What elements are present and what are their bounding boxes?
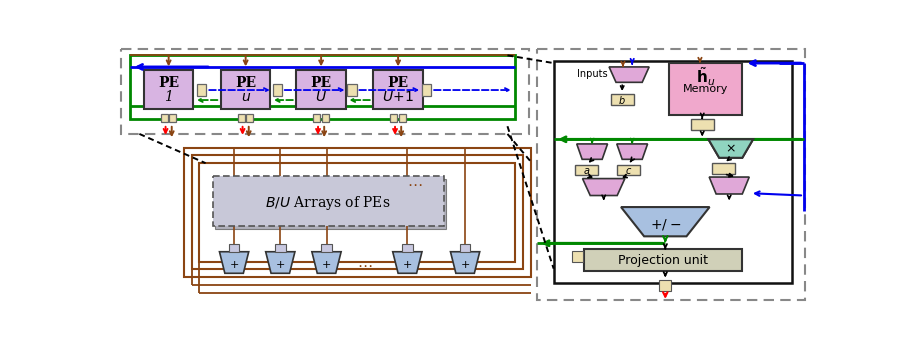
Text: 1: 1 xyxy=(164,90,173,104)
Bar xyxy=(212,176,444,226)
Bar xyxy=(229,244,239,252)
Bar xyxy=(238,114,245,122)
Bar xyxy=(273,84,282,96)
Bar xyxy=(391,114,397,122)
Text: Memory: Memory xyxy=(683,84,728,94)
Bar xyxy=(712,163,735,174)
Text: $\cdots$: $\cdots$ xyxy=(408,176,423,191)
Text: $b$: $b$ xyxy=(618,94,626,106)
Polygon shape xyxy=(266,252,295,273)
Bar xyxy=(296,70,346,109)
Text: Inputs: Inputs xyxy=(577,69,608,79)
Bar xyxy=(690,119,714,130)
Bar xyxy=(121,49,529,134)
Bar xyxy=(399,114,406,122)
Text: $B/U$ Arrays of PEs: $B/U$ Arrays of PEs xyxy=(266,194,391,212)
Bar xyxy=(610,94,634,106)
Text: $a$: $a$ xyxy=(583,166,590,176)
Polygon shape xyxy=(616,144,648,159)
Polygon shape xyxy=(220,252,248,273)
Polygon shape xyxy=(582,179,625,195)
Text: $u$: $u$ xyxy=(240,90,251,104)
Text: $c$: $c$ xyxy=(625,166,632,176)
Text: $U\!+\!1$: $U\!+\!1$ xyxy=(382,90,414,104)
Text: $U$: $U$ xyxy=(315,90,327,104)
Polygon shape xyxy=(577,144,608,159)
Polygon shape xyxy=(392,252,422,273)
Bar xyxy=(374,70,423,109)
Text: +: + xyxy=(275,260,285,270)
Bar xyxy=(144,70,194,109)
Bar xyxy=(192,155,523,270)
Text: PE: PE xyxy=(310,76,332,90)
Text: $\cdots$: $\cdots$ xyxy=(357,257,373,272)
Polygon shape xyxy=(312,252,341,273)
Bar xyxy=(616,165,640,175)
Bar xyxy=(215,179,446,229)
Bar xyxy=(169,114,176,122)
Bar xyxy=(322,114,328,122)
Text: +: + xyxy=(230,260,238,270)
Text: +: + xyxy=(402,260,412,270)
Bar xyxy=(221,70,270,109)
Bar xyxy=(200,163,515,262)
Bar xyxy=(575,165,598,175)
Bar xyxy=(347,84,356,96)
Text: PE: PE xyxy=(388,76,409,90)
Bar xyxy=(197,84,206,96)
Bar xyxy=(659,280,671,291)
Bar xyxy=(274,244,285,252)
Bar xyxy=(184,148,531,277)
Text: $+/-$: $+/-$ xyxy=(650,217,681,231)
Text: $\times$: $\times$ xyxy=(725,142,736,155)
Bar xyxy=(572,251,583,262)
Text: Projection unit: Projection unit xyxy=(618,254,708,267)
Polygon shape xyxy=(708,139,753,158)
Text: +: + xyxy=(322,260,331,270)
Bar xyxy=(422,84,431,96)
Bar xyxy=(130,55,515,119)
Bar xyxy=(247,114,254,122)
Bar xyxy=(460,244,471,252)
Bar xyxy=(321,244,332,252)
Text: PE: PE xyxy=(158,76,179,90)
Text: PE: PE xyxy=(235,76,256,90)
Bar xyxy=(584,249,742,271)
Polygon shape xyxy=(708,139,753,158)
Polygon shape xyxy=(709,177,749,194)
Polygon shape xyxy=(609,67,649,82)
Text: $\tilde{\mathbf{h}}_u$: $\tilde{\mathbf{h}}_u$ xyxy=(696,66,715,88)
Polygon shape xyxy=(621,207,709,236)
Bar xyxy=(161,114,168,122)
Bar xyxy=(402,244,413,252)
Polygon shape xyxy=(451,252,480,273)
Bar xyxy=(554,61,792,283)
Text: +: + xyxy=(461,260,470,270)
Bar xyxy=(670,63,742,116)
Bar xyxy=(536,49,805,300)
Bar xyxy=(313,114,320,122)
